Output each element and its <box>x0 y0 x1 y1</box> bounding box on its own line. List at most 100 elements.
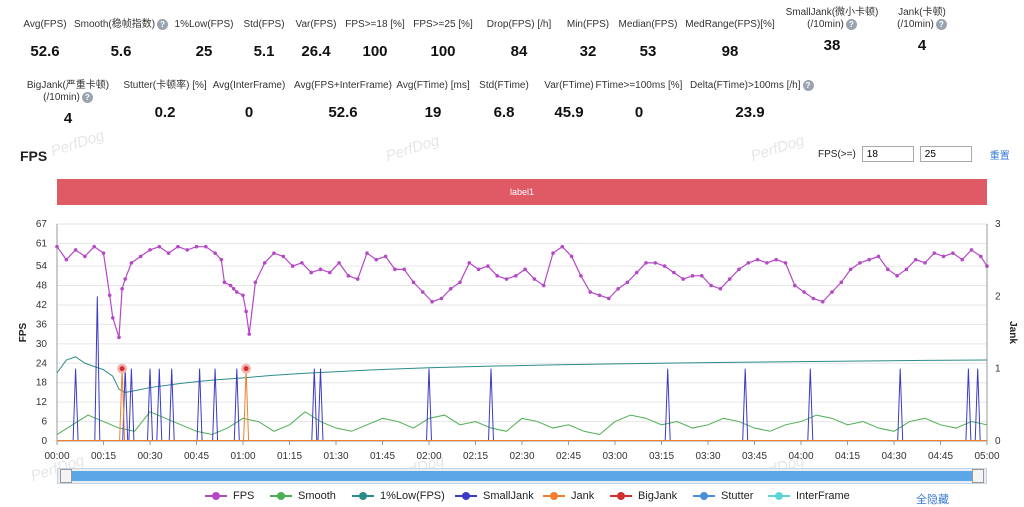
legend-item-bigjank[interactable]: BigJank <box>610 490 677 502</box>
stat-fps-25-: FPS>=25 [%] 100 <box>383 19 503 60</box>
legend-item-low[interactable]: 1%Low(FPS) <box>352 490 445 502</box>
label-band[interactable]: label1 <box>57 179 987 205</box>
fps-point <box>185 248 189 252</box>
stat-value: 23.9 <box>735 104 765 122</box>
stat-label: Min(FPS) <box>566 19 610 30</box>
stat-value: 0.2 <box>154 104 176 121</box>
legend-dot-icon <box>462 492 470 500</box>
fps-point <box>681 277 685 281</box>
legend-item-interframe[interactable]: InterFrame <box>768 490 850 502</box>
stat-drop-fps-h-: Drop(FPS) [/h] 84 <box>459 19 579 60</box>
legend-swatch <box>352 492 374 500</box>
stat-value: 5.6 <box>110 43 132 61</box>
stat-value: 6.8 <box>493 104 515 121</box>
stat-avg-fps-interframe-: Avg(FPS+InterFrame) 52.6 <box>283 80 403 121</box>
spike-smalljank <box>233 368 240 442</box>
fps-point <box>672 270 676 275</box>
fps-point <box>64 257 69 262</box>
help-icon[interactable]: ? <box>845 19 857 30</box>
help-icon[interactable]: ? <box>157 19 169 30</box>
fps-point <box>858 261 862 265</box>
fps-point <box>241 293 245 298</box>
fps-threshold-2-input[interactable] <box>919 146 972 162</box>
stat-label: Avg(InterFrame) <box>212 80 286 91</box>
stat-label: Avg(FTime) [ms] <box>396 80 470 91</box>
stat-ftime-100ms-: FTime>=100ms [%] 0 <box>579 80 699 121</box>
spike-jank <box>119 368 126 442</box>
stat-value: 84 <box>510 43 528 60</box>
fps-point <box>541 283 546 288</box>
spike-smalljank <box>317 368 324 442</box>
fps-point <box>985 264 989 268</box>
fps-point <box>393 267 397 272</box>
stat-label: FTime>=100ms [%] <box>595 80 683 91</box>
legend-label: BigJank <box>638 490 678 502</box>
stat-min-fps-: Min(FPS) 32 <box>528 19 648 60</box>
fps-filter: FPS(>=) 重置 <box>818 146 1010 162</box>
fps-point <box>793 283 797 288</box>
stat-label: MedRange(FPS)[%] <box>685 19 775 30</box>
x-tick-label: 02:00 <box>416 451 441 462</box>
slider-range[interactable] <box>72 471 972 481</box>
stat-median-fps-: Median(FPS) 53 <box>588 19 708 60</box>
fps-point <box>73 248 78 252</box>
stat-var-ftime-: Var(FTime) 45.9 <box>509 80 629 121</box>
stat-value: 100 <box>430 43 456 60</box>
hide-all-button[interactable]: 全隐藏 <box>916 494 949 506</box>
help-icon[interactable]: ? <box>935 19 947 30</box>
stat-label: FPS>=18 [%] <box>345 19 405 30</box>
fps-point <box>204 244 208 249</box>
x-tick-label: 04:00 <box>788 451 813 462</box>
legend-item-stutter[interactable]: Stutter <box>693 490 753 502</box>
legend-label: Smooth <box>298 490 336 502</box>
legend-dot-icon <box>617 492 625 500</box>
legend-dot-icon <box>212 492 220 500</box>
slider-left-handle[interactable] <box>60 469 72 483</box>
fps-point <box>551 251 555 255</box>
reset-button[interactable]: 重置 <box>989 150 1010 162</box>
legend-item-jank[interactable]: Jank <box>543 490 594 502</box>
y2-tick-label: 3 <box>995 219 1001 230</box>
legend-item-smalljank[interactable]: SmallJank <box>455 490 534 502</box>
fps-point <box>176 244 180 249</box>
fps-point <box>700 274 704 278</box>
y-tick-label: 0 <box>41 436 47 447</box>
help-icon[interactable]: ? <box>81 92 93 103</box>
time-range-slider[interactable] <box>57 468 987 484</box>
fps-point <box>55 244 59 249</box>
fps-point <box>923 261 927 265</box>
fps-point <box>309 270 314 275</box>
y-tick-label: 30 <box>36 339 48 350</box>
fps-point <box>111 316 115 320</box>
y-tick-label: 6 <box>41 417 47 428</box>
legend-label: InterFrame <box>796 490 850 502</box>
fps-point <box>569 254 574 259</box>
fps-point <box>746 261 751 265</box>
legend-item-smooth[interactable]: Smooth <box>270 490 336 502</box>
fps-point <box>867 257 871 262</box>
stat-value: 98 <box>721 43 739 60</box>
fps-point <box>709 283 713 288</box>
fps-point <box>476 267 481 272</box>
fps-point <box>402 267 407 272</box>
stat-var-fps-: Var(FPS) 26.4 <box>256 19 376 60</box>
fps-point <box>166 251 171 255</box>
fps-point <box>148 248 152 252</box>
fps-point <box>107 293 112 298</box>
y-tick-label: 42 <box>36 300 48 311</box>
legend-item-fps[interactable]: FPS <box>205 490 254 502</box>
fps-point <box>383 254 388 259</box>
legend-swatch <box>693 492 715 500</box>
fps-point <box>430 299 434 304</box>
slider-right-handle[interactable] <box>972 469 984 483</box>
stat-value: 52.6 <box>30 43 60 60</box>
fps-point <box>439 296 444 301</box>
fps-threshold-1-input[interactable] <box>861 146 914 162</box>
help-icon[interactable]: ? <box>802 80 814 91</box>
fps-point <box>737 267 741 272</box>
fps-point <box>138 254 143 259</box>
stat-1-low-fps-: 1%Low(FPS) 25 <box>144 19 264 60</box>
fps-point <box>228 283 233 288</box>
legend-dot-icon <box>359 492 367 500</box>
legend-label: 1%Low(FPS) <box>380 490 445 502</box>
